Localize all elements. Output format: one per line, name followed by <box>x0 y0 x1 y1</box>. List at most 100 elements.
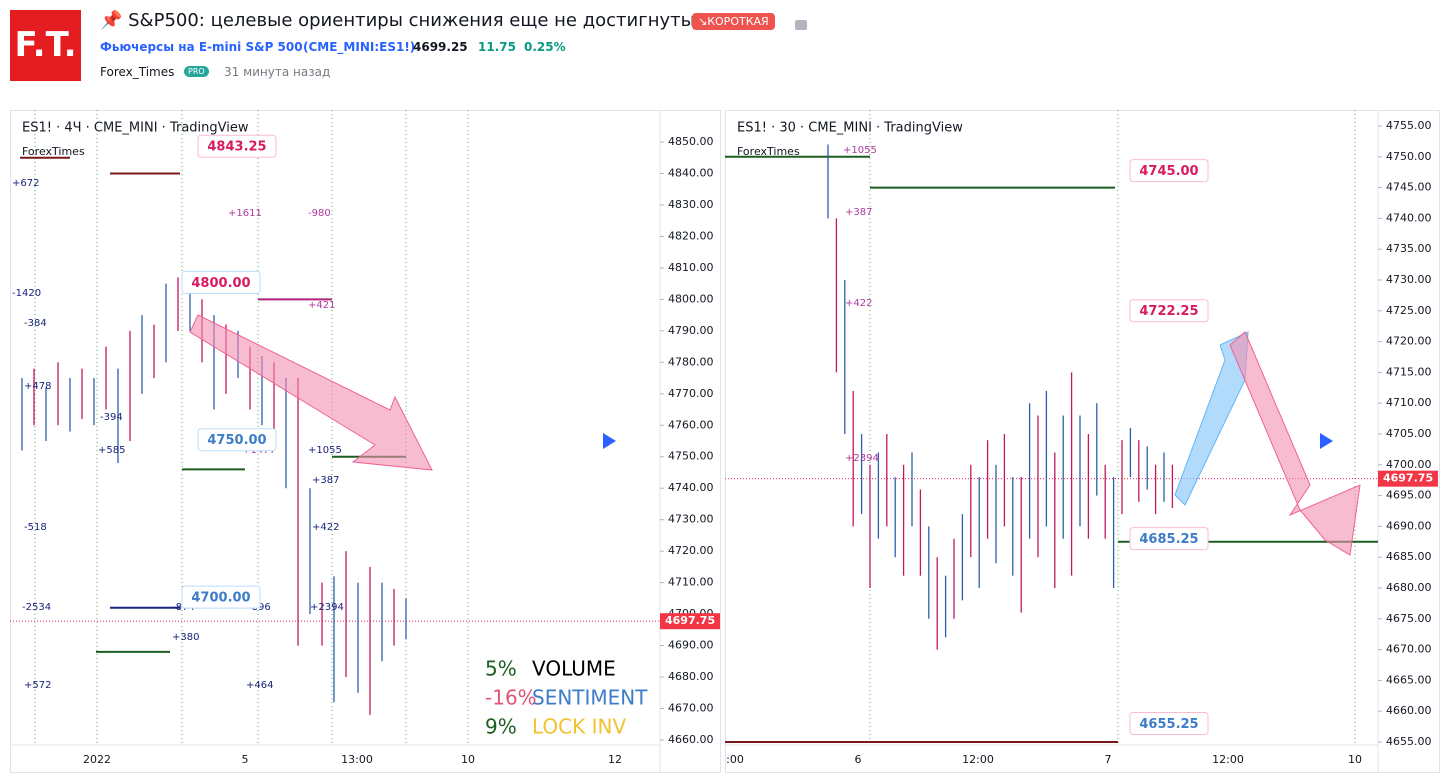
y-tick-label: 4830.00 <box>668 198 714 211</box>
x-tick-label: 6 <box>855 753 862 766</box>
volume-note: +572 <box>24 680 51 691</box>
y-tick-label: 4690.00 <box>668 639 714 652</box>
x-tick-label: 12:00 <box>962 753 994 766</box>
price-callout-label: 4722.25 <box>1139 304 1198 319</box>
volume-note: -980 <box>308 208 331 219</box>
play-icon <box>1320 433 1333 449</box>
y-tick-label: 4690.00 <box>1386 519 1432 532</box>
author[interactable]: Forex_Times <box>100 65 175 79</box>
volume-note: +585 <box>98 445 125 456</box>
x-tick-label: 10 <box>461 753 475 766</box>
volume-note: +387 <box>312 475 339 486</box>
indicator-value: 9% <box>485 715 517 739</box>
y-tick-label: 4810.00 <box>668 261 714 274</box>
y-tick-label: 4730.00 <box>668 513 714 526</box>
y-tick-label: 4715.00 <box>1386 365 1432 378</box>
current-price-label: 4697.75 <box>665 614 715 627</box>
y-tick-label: 4755.00 <box>1386 119 1432 132</box>
price-callout-label: 4745.00 <box>1139 164 1198 179</box>
price-callout <box>181 270 261 294</box>
x-tick-label: 2022 <box>83 753 111 766</box>
volume-note: -518 <box>24 522 47 533</box>
x-tick-label: 12 <box>608 753 622 766</box>
y-tick-label: 4670.00 <box>668 702 714 715</box>
chart-left[interactable]: ES1! · 4Ч · CME_MINI · TradingView ForexT… <box>10 110 721 773</box>
indicator-name: LOCK INV <box>532 715 626 739</box>
x-tick-label: :00 <box>726 753 744 766</box>
y-tick-label: 4720.00 <box>668 544 714 557</box>
panel-border <box>10 110 721 773</box>
price-callout-label: 4685.25 <box>1139 532 1198 547</box>
price-callout <box>1129 299 1209 323</box>
short-badge: ↘КОРОТКАЯ <box>692 13 775 30</box>
symbol-name[interactable]: Фьючерсы на E-mini S&P 500 <box>100 40 303 54</box>
price-callout <box>1129 527 1209 551</box>
volume-note: +478 <box>24 381 51 392</box>
y-tick-label: 4660.00 <box>1386 704 1432 717</box>
y-tick-label: 4740.00 <box>1386 211 1432 224</box>
y-tick-label: 4675.00 <box>1386 612 1432 625</box>
y-tick-label: 4750.00 <box>668 450 714 463</box>
volume-note: +464 <box>246 680 273 691</box>
x-tick-label: 5 <box>242 753 249 766</box>
y-tick-label: 4720.00 <box>1386 335 1432 348</box>
y-tick-label: 4760.00 <box>668 418 714 431</box>
price-callout-label: 4843.25 <box>207 140 266 155</box>
y-tick-label: 4735.00 <box>1386 242 1432 255</box>
chart-title: ES1! · 30 · CME_MINI · TradingView <box>737 121 963 136</box>
price-callout <box>1129 159 1209 183</box>
volume-note: +422 <box>312 522 339 533</box>
volume-note: +387 <box>845 207 872 218</box>
price-callout <box>197 134 277 158</box>
price-callout <box>197 428 277 452</box>
y-tick-label: 4790.00 <box>668 324 714 337</box>
y-tick-label: 4850.00 <box>668 135 714 148</box>
x-tick-label: 7 <box>1105 753 1112 766</box>
price-callout <box>181 585 261 609</box>
y-tick-label: 4780.00 <box>668 355 714 368</box>
y-tick-label: 4670.00 <box>1386 643 1432 656</box>
chart-right[interactable]: ES1! · 30 · CME_MINI · TradingView ForexT… <box>725 110 1440 773</box>
y-tick-label: 4655.00 <box>1386 735 1432 748</box>
watermark: ForexTimes <box>22 145 85 158</box>
panel-border <box>725 110 1440 773</box>
y-tick-label: 4680.00 <box>668 670 714 683</box>
symbol-code[interactable]: (CME_MINI:ES1!) <box>303 40 416 54</box>
y-tick-label: 4725.00 <box>1386 304 1432 317</box>
y-tick-label: 4660.00 <box>668 733 714 746</box>
volume-note: -1420 <box>12 288 41 299</box>
logo[interactable]: F.T. <box>10 10 81 81</box>
y-tick-label: 4680.00 <box>1386 581 1432 594</box>
indicator-value: 5% <box>485 657 517 681</box>
publish-time: 31 минута назад <box>224 65 331 79</box>
indicator-name: SENTIMENT <box>532 686 648 710</box>
price-callout-label: 4750.00 <box>207 433 266 448</box>
play-icon <box>603 433 616 449</box>
y-tick-label: 4700.00 <box>1386 458 1432 471</box>
idea-title: 📌 S&P500: целевые ориентиры снижения еще… <box>100 10 701 31</box>
y-tick-label: 4750.00 <box>1386 150 1432 163</box>
y-tick-label: 4710.00 <box>668 576 714 589</box>
x-tick-label: 13:00 <box>341 753 373 766</box>
y-tick-label: 4840.00 <box>668 166 714 179</box>
volume-note: +380 <box>172 632 199 643</box>
y-tick-label: 4695.00 <box>1386 489 1432 502</box>
indicator-value: -16% <box>485 686 537 710</box>
price: 4699.25 <box>413 40 468 54</box>
forecast-arrow-down <box>1229 331 1361 556</box>
author-badge: PRO <box>184 66 209 77</box>
volume-note: -394 <box>100 412 123 423</box>
lock-icon <box>795 20 807 30</box>
volume-note: -2534 <box>22 602 51 613</box>
y-tick-label: 4730.00 <box>1386 273 1432 286</box>
chart-title: ES1! · 4Ч · CME_MINI · TradingView <box>22 121 249 136</box>
y-tick-label: 4770.00 <box>668 387 714 400</box>
volume-note: +1055 <box>308 445 342 456</box>
y-tick-label: 4685.00 <box>1386 550 1432 563</box>
indicator-name: VOLUME <box>532 657 616 681</box>
volume-note: +422 <box>845 298 872 309</box>
change: 11.75 <box>478 40 516 54</box>
volume-note: +2394 <box>310 602 344 613</box>
x-tick-label: 10 <box>1348 753 1362 766</box>
